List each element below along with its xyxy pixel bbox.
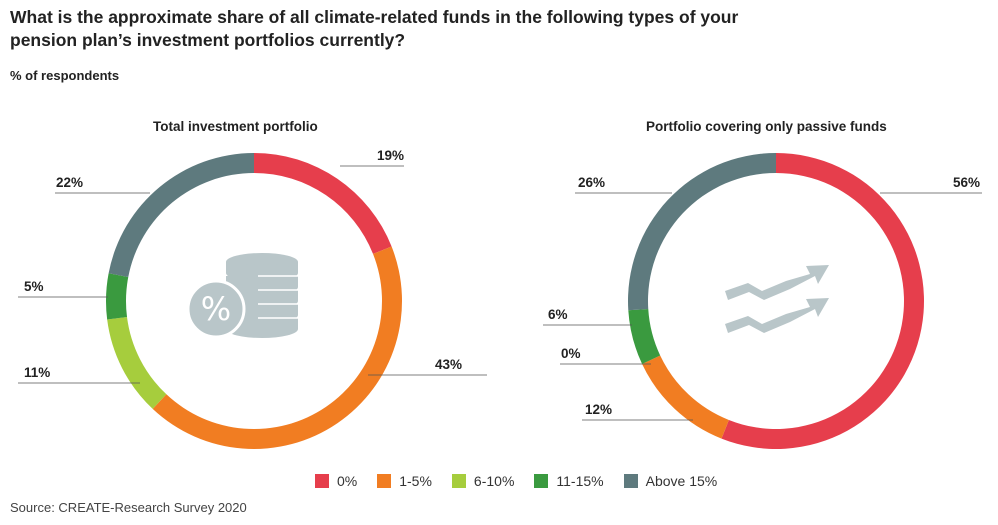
legend-label: 11-15% — [556, 473, 604, 489]
slice-label: 12% — [585, 402, 612, 417]
donut-slice — [106, 273, 129, 320]
legend-label: 1-5% — [399, 473, 432, 489]
legend-label: 0% — [337, 473, 358, 489]
legend-swatch — [451, 474, 466, 488]
svg-text:%: % — [201, 290, 231, 328]
slice-label: 11% — [24, 365, 50, 380]
donut-slice — [107, 317, 167, 409]
legend-swatch — [315, 474, 329, 488]
source-note: Source: CREATE-Research Survey 2020 — [10, 500, 247, 515]
slice-label: 26% — [578, 175, 605, 190]
slice-label: 6% — [548, 307, 568, 322]
donut-title-passive: Portfolio covering only passive funds — [646, 119, 887, 134]
legend-label: Above 15% — [645, 473, 718, 489]
legend-swatch — [623, 474, 638, 488]
donut-slice — [628, 309, 661, 365]
legend-swatch — [377, 474, 392, 488]
slice-label: 56% — [953, 175, 980, 190]
trend-arrows-icon — [725, 265, 829, 333]
legend-item: 6-10% — [451, 473, 515, 489]
legend-item: 0% — [315, 473, 357, 489]
legend-swatch — [534, 474, 549, 488]
slice-label: 22% — [56, 175, 83, 190]
legend-item: 11-15% — [534, 473, 604, 489]
donut-slice — [628, 153, 776, 311]
slice-label: 19% — [377, 148, 404, 163]
legend-item: 1-5% — [377, 473, 432, 489]
legend-item: Above 15% — [623, 473, 718, 489]
donut-slice — [108, 153, 254, 278]
donut-title-total: Total investment portfolio — [153, 119, 318, 134]
chart-subtitle: % of respondents — [10, 68, 120, 83]
slice-label: 0% — [561, 346, 581, 361]
donut-passive: 56% 12% 0% 6% 26% — [543, 153, 982, 449]
donut-total: 19% 43% 11% 5% 22% — [18, 148, 487, 450]
donut-slice — [152, 246, 403, 450]
legend-label: 6-10% — [473, 473, 515, 489]
legend: 0% 1-5% 6-10% 11-15% Above 15% — [315, 473, 717, 489]
coin-stack-percent-icon: % — [186, 253, 298, 339]
chart-title: What is the approximate share of all cli… — [10, 7, 739, 50]
slice-label: 5% — [24, 279, 44, 294]
slice-label: 43% — [435, 357, 462, 372]
donut-slice — [642, 355, 729, 439]
donut-slice — [254, 153, 392, 254]
